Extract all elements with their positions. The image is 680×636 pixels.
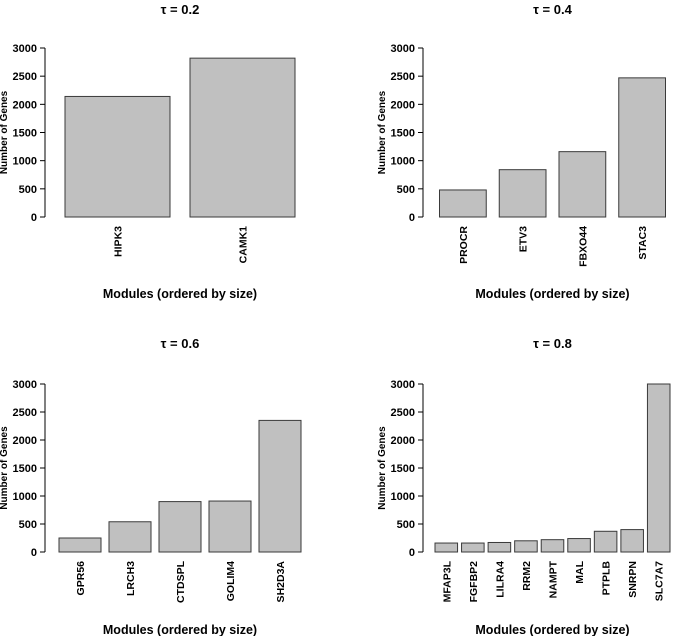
x-category-label: PTPLB xyxy=(601,561,613,596)
y-tick-label: 2500 xyxy=(391,71,415,83)
x-category-label: PROCR xyxy=(458,226,470,264)
y-tick-label: 2000 xyxy=(13,435,37,447)
x-axis-label: Modules (ordered by size) xyxy=(103,623,257,636)
x-category-label: SNRPN xyxy=(627,561,639,598)
bar-procr xyxy=(439,189,487,218)
x-category-label: FBXO44 xyxy=(577,226,589,267)
y-tick-label: 500 xyxy=(19,519,37,531)
x-category-label: HIPK3 xyxy=(113,226,125,257)
bar-etv3 xyxy=(498,169,547,218)
chart-panel-4: τ = 0.8 0 500 1000 1500 2000 2500 3000 Number of… xyxy=(377,336,671,636)
x-axis-label: Modules (ordered by size) xyxy=(475,287,629,301)
x-category-label: CTDSPL xyxy=(175,560,187,603)
bar-slc7a7 xyxy=(646,383,671,553)
y-tick-label: 0 xyxy=(31,547,37,559)
y-tick-label: 1000 xyxy=(13,491,37,503)
y-tick-label: 3000 xyxy=(391,43,415,55)
bar-sh2d3a xyxy=(258,419,302,553)
y-tick-label: 500 xyxy=(397,519,415,531)
x-category-label: ETV3 xyxy=(518,226,530,252)
x-category-label: NAMPT xyxy=(548,560,560,598)
bar-lrch3 xyxy=(108,521,152,553)
chart-panel-2: τ = 0.4 0 500 1000 1500 2000 2500 3000 Number of… xyxy=(377,2,666,301)
chart-title: τ = 0.2 xyxy=(161,2,200,17)
y-tick-label: 0 xyxy=(31,212,37,224)
bar-ptplb xyxy=(593,530,618,553)
y-axis-label: Number of Genes xyxy=(0,90,10,174)
bar-fbxo44 xyxy=(558,151,607,218)
y-tick-label: 3000 xyxy=(13,379,37,391)
chart-title: τ = 0.8 xyxy=(533,336,572,351)
y-tick-label: 2500 xyxy=(13,71,37,83)
bar-golim4 xyxy=(208,500,252,553)
y-tick-label: 1000 xyxy=(391,156,415,168)
bar-camk1 xyxy=(189,57,296,218)
y-tick-label: 500 xyxy=(19,184,37,196)
chart-panel-3: τ = 0.6 0 500 1000 1500 2000 2500 3000 Number of… xyxy=(0,336,302,636)
x-category-label: MAL xyxy=(574,560,586,583)
x-category-label: LILRA4 xyxy=(494,561,506,598)
bar-nampt xyxy=(540,539,565,553)
bar-fgfbp2 xyxy=(461,542,485,553)
x-axis-label: Modules (ordered by size) xyxy=(475,623,629,636)
bar-lilra4 xyxy=(487,541,512,553)
y-tick-label: 0 xyxy=(409,212,415,224)
y-tick-label: 2000 xyxy=(13,99,37,111)
bar-hipk3 xyxy=(64,95,171,218)
x-category-label: GPR56 xyxy=(75,561,87,596)
y-tick-label: 1500 xyxy=(391,128,415,140)
y-tick-label: 1500 xyxy=(13,128,37,140)
x-category-label: MFAP3L xyxy=(441,560,453,602)
chart-title: τ = 0.4 xyxy=(533,2,572,17)
x-category-label: SLC7A7 xyxy=(654,561,666,601)
y-axis-label: Number of Genes xyxy=(0,426,10,510)
y-tick-label: 1000 xyxy=(13,156,37,168)
y-tick-label: 3000 xyxy=(13,43,37,55)
bar-mfap3l xyxy=(434,542,459,553)
x-category-label: GOLIM4 xyxy=(225,561,237,601)
y-axis-label: Number of Genes xyxy=(377,426,388,510)
y-tick-label: 1000 xyxy=(391,491,415,503)
x-category-label: STAC3 xyxy=(637,226,649,260)
x-axis-label: Modules (ordered by size) xyxy=(103,287,257,301)
bar-rrm2 xyxy=(514,540,538,553)
y-axis-label: Number of Genes xyxy=(377,90,388,174)
y-tick-label: 1500 xyxy=(391,463,415,475)
y-tick-label: 500 xyxy=(397,184,415,196)
y-tick-label: 2500 xyxy=(391,407,415,419)
x-category-label: RRM2 xyxy=(521,561,533,591)
bar-stac3 xyxy=(618,77,666,218)
chart-title: τ = 0.6 xyxy=(161,336,200,351)
chart-panel-1: τ = 0.2 0 500 1000 1500 2000 2500 3000 Number of… xyxy=(0,2,296,301)
bar-snrpn xyxy=(620,529,644,553)
y-tick-label: 1500 xyxy=(13,463,37,475)
bar-ctdspl xyxy=(158,501,202,553)
y-tick-label: 2500 xyxy=(13,407,37,419)
y-tick-label: 2000 xyxy=(391,99,415,111)
x-category-label: CAMK1 xyxy=(238,226,250,263)
bar-mal xyxy=(567,538,591,553)
y-tick-label: 0 xyxy=(409,547,415,559)
x-category-label: FGFBP2 xyxy=(468,561,480,603)
x-category-label: LRCH3 xyxy=(125,561,137,596)
y-tick-label: 2000 xyxy=(391,435,415,447)
x-category-label: SH2D3A xyxy=(275,561,287,603)
y-tick-label: 3000 xyxy=(391,379,415,391)
bar-gpr56 xyxy=(58,537,102,553)
